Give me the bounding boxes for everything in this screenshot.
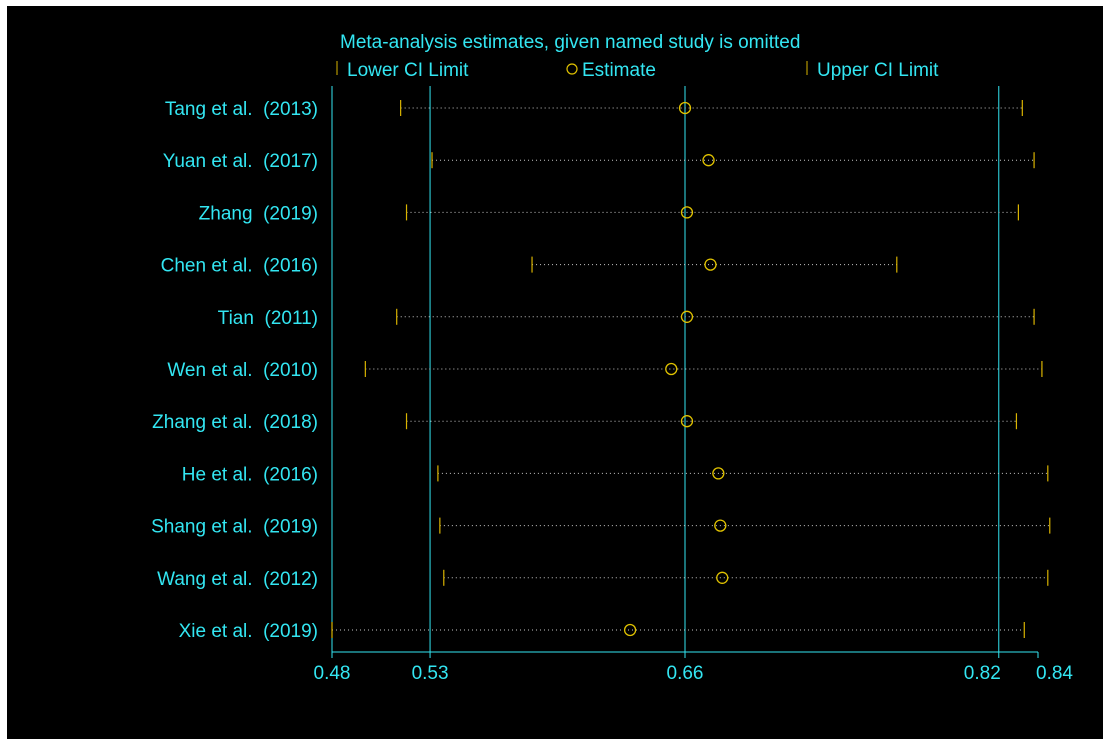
legend: Lower CI Limit Estimate Upper CI Limit xyxy=(336,60,939,81)
study-row: He et al. (2016) xyxy=(182,464,1049,485)
plot-frame: Meta-analysis estimates, given named stu… xyxy=(7,6,1103,739)
x-tick-label: 0.84 xyxy=(1036,663,1073,684)
legend-label: Estimate xyxy=(582,60,656,81)
study-label: Wang et al. (2012) xyxy=(157,569,318,590)
study-label: Chen et al. (2016) xyxy=(161,256,318,277)
study-label: Wen et al. (2010) xyxy=(167,360,318,381)
chart-title: Meta-analysis estimates, given named stu… xyxy=(340,32,800,53)
x-tick-label: 0.66 xyxy=(667,663,704,684)
estimate-point xyxy=(665,362,678,376)
legend-circle-marker xyxy=(566,63,578,75)
study-label: Tian (2011) xyxy=(218,308,318,329)
forest-plot: Meta-analysis estimates, given named stu… xyxy=(151,32,1073,684)
x-tick-label: 0.53 xyxy=(412,663,449,684)
x-tick-label: 0.48 xyxy=(314,663,351,684)
reference-lines xyxy=(331,86,1000,652)
study-row: Wen et al. (2010) xyxy=(167,360,1043,381)
estimate-point xyxy=(716,571,729,584)
study-row: Chen et al. (2016) xyxy=(161,256,898,277)
estimate-point xyxy=(712,467,725,480)
x-axis: 0.48 0.53 0.66 0.82 0.84 xyxy=(314,651,1073,684)
x-tick-label: 0.82 xyxy=(964,663,1001,684)
study-label: Xie et al. (2019) xyxy=(179,621,318,642)
study-row: Tang et al. (2013) xyxy=(165,99,1023,120)
study-label: Shang et al. (2019) xyxy=(151,517,318,538)
estimate-point xyxy=(680,310,694,323)
study-label: Yuan et al. (2017) xyxy=(163,151,318,172)
estimate-point xyxy=(702,154,715,167)
study-row: Zhang (2019) xyxy=(199,203,1019,224)
study-row: Xie et al. (2019) xyxy=(179,621,1025,642)
legend-label: Upper CI Limit xyxy=(817,60,939,81)
estimate-point xyxy=(704,258,717,271)
study-row: Yuan et al. (2017) xyxy=(163,151,1035,172)
study-label: Zhang (2019) xyxy=(199,203,318,224)
estimate-point xyxy=(678,101,692,115)
estimate-point xyxy=(680,206,694,219)
legend-label: Lower CI Limit xyxy=(347,60,469,81)
study-label: He et al. (2016) xyxy=(182,464,318,485)
study-label: Tang et al. (2013) xyxy=(165,99,318,120)
estimate-point xyxy=(714,519,727,532)
study-row: Zhang et al. (2018) xyxy=(152,412,1018,433)
study-row: Wang et al. (2012) xyxy=(157,569,1049,590)
estimate-point xyxy=(680,415,694,428)
study-rows: Tang et al. (2013) Yuan et al. (2017) Zhan… xyxy=(151,99,1051,642)
study-row: Tian (2011) xyxy=(218,308,1035,329)
estimate-point xyxy=(623,623,637,637)
study-row: Shang et al. (2019) xyxy=(151,517,1051,538)
study-label: Zhang et al. (2018) xyxy=(152,412,318,433)
